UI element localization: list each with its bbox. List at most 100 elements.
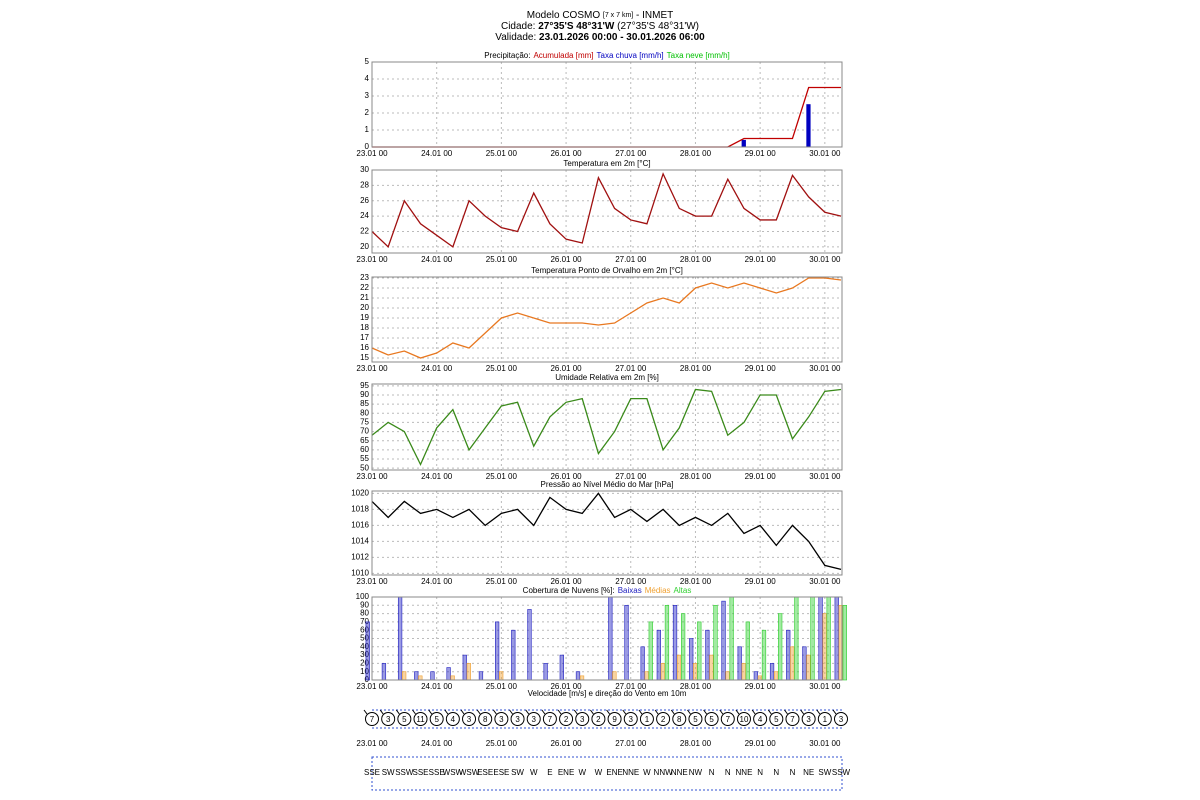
y-tick-label: 1010: [351, 569, 369, 578]
plot-frame: [371, 490, 843, 576]
panel-title: Temperatura em 2m [°C]: [563, 159, 650, 168]
wind-direction: ESE: [477, 768, 493, 777]
bar: [478, 671, 484, 681]
data-line: [371, 277, 842, 359]
bar: [806, 654, 811, 681]
x-tick-label: 27.01 00: [615, 149, 647, 158]
wind-barb: [735, 709, 740, 715]
x-tick-label: 28.01 00: [680, 255, 712, 264]
wind-direction: ESE: [493, 768, 509, 777]
title-text: Temperatura Ponto de Orvalho em 2m [°C]: [531, 266, 683, 275]
x-tick-label: 25.01 00: [486, 682, 518, 691]
bar: [450, 675, 455, 681]
y-tick-label: 22: [360, 227, 369, 236]
y-tick-label: 23: [360, 273, 369, 282]
wind-circle: [542, 712, 557, 726]
y-tick-label: 90: [360, 600, 369, 609]
wind-direction: W: [595, 768, 603, 777]
wind-circle: [769, 712, 784, 726]
y-tick-label: 0: [365, 675, 370, 684]
y-tick-label: 30: [360, 650, 369, 659]
x-tick-label: 26.01 00: [550, 577, 582, 586]
y-tick-label: 50: [360, 463, 369, 472]
wind-speed: 3: [515, 715, 520, 724]
wind-circle: [381, 712, 396, 726]
wind-barb: [525, 709, 530, 715]
wind-circle: [704, 712, 719, 726]
bar: [418, 675, 423, 681]
legend-entry: Taxa chuva [mm/h]: [597, 51, 664, 60]
y-tick-label: 19: [360, 313, 369, 322]
wind-barb: [557, 709, 562, 715]
y-tick-label: 85: [360, 399, 369, 408]
wind-circle: [817, 712, 832, 726]
y-tick-label: 20: [360, 242, 369, 251]
y-tick-label: 10: [360, 667, 369, 676]
bar: [737, 646, 742, 681]
wind-barb: [363, 709, 368, 715]
title-text: Pressão ao Nível Médio do Mar [hPa]: [541, 480, 674, 489]
model: Modelo COSMO: [527, 10, 601, 21]
x-tick-label: 24.01 00: [421, 739, 453, 748]
wind-speed: 3: [580, 715, 585, 724]
wind-speed: 2: [564, 715, 569, 724]
wind-speed: 5: [693, 715, 698, 724]
wind-direction: NNE: [671, 768, 688, 777]
x-tick-label: 23.01 00: [356, 682, 388, 691]
y-tick-label: 16: [360, 343, 369, 352]
y-tick-label: 0: [365, 142, 370, 151]
wind-circle: [397, 712, 412, 726]
panel-title: Umidade Relativa em 2m [%]: [555, 373, 659, 382]
bar: [466, 663, 471, 681]
wind-barb: [492, 709, 497, 715]
wind-direction: SW: [818, 768, 831, 777]
wind-direction: N: [790, 768, 796, 777]
wind-direction: W: [578, 768, 586, 777]
bar: [414, 671, 419, 681]
y-tick-label: 95: [360, 381, 369, 390]
bar: [689, 638, 694, 681]
bar: [462, 654, 467, 681]
bar: [705, 629, 710, 681]
legend-entry: Taxa neve [mm/h]: [667, 51, 730, 60]
bar: [640, 646, 645, 681]
bar: [579, 675, 585, 681]
wind-barb: [509, 709, 513, 715]
y-tick-label: 75: [360, 418, 369, 427]
wind-circle: [672, 712, 687, 726]
x-tick-label: 23.01 00: [356, 364, 388, 373]
bar: [741, 663, 746, 681]
wind-speed: 7: [726, 715, 731, 724]
y-tick-label: 1020: [351, 489, 369, 498]
bar: [559, 654, 564, 681]
wind-speed: 3: [839, 715, 844, 724]
panel-title: Pressão ao Nível Médio do Mar [hPa]: [541, 480, 674, 489]
wind-direction: SSE: [364, 768, 380, 777]
x-tick-label: 27.01 00: [615, 577, 647, 586]
bar: [725, 671, 730, 681]
wind-speed: 8: [677, 715, 682, 724]
x-tick-label: 29.01 00: [745, 364, 777, 373]
y-tick-label: 55: [360, 454, 369, 463]
wind-barb: [832, 709, 837, 715]
legend-entry: Médias: [645, 586, 671, 595]
title-text: Temperatura em 2m [°C]: [563, 159, 650, 168]
wind-circle: [559, 712, 574, 726]
wind-circle: [413, 712, 428, 726]
wind-barb: [670, 709, 675, 715]
bar: [745, 621, 750, 681]
x-tick-label: 30.01 00: [809, 364, 841, 373]
wind-circle: [834, 712, 848, 726]
wind-speed: 2: [661, 715, 666, 724]
bar: [826, 596, 831, 681]
wind-direction: SSE: [429, 768, 445, 777]
bar: [365, 621, 370, 681]
panel-title: Precipitação: Acumulada [mm] Taxa chuva [m…: [484, 51, 730, 60]
wind-circle: [688, 712, 703, 726]
bar: [693, 663, 698, 681]
wind-circle: [753, 712, 768, 726]
resolution: [7 x 7 km]: [603, 12, 633, 19]
y-tick-label: 80: [360, 408, 369, 417]
y-tick-label: 60: [360, 625, 369, 634]
wind-barb: [476, 709, 481, 715]
